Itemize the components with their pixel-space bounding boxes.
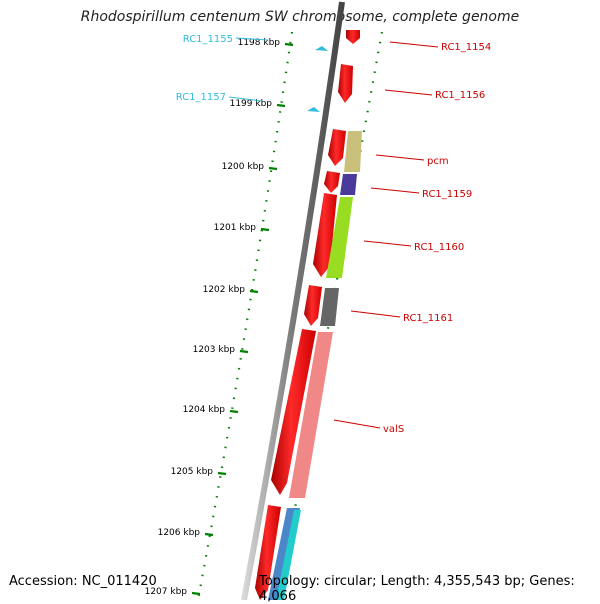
label-leader-line [333, 419, 381, 429]
reverse-gene-rc1-1155 [315, 46, 328, 51]
gene-label-rc1-1156: RC1_1156 [435, 90, 485, 101]
gene-label-rc1-1160: RC1_1160 [414, 242, 464, 253]
label-leader-line [375, 154, 425, 161]
ruler-label: 1203 kbp [193, 345, 236, 355]
cog-block [320, 288, 339, 326]
label-leader-line [235, 37, 269, 41]
gene-rc1-1154 [346, 30, 360, 44]
gene-rc1-1159 [324, 171, 340, 193]
label-leader-line [363, 240, 412, 247]
gene-downstream-1 [255, 505, 281, 600]
map-title: Rhodospirillum centenum SW chromosome, c… [80, 9, 520, 25]
ruler-label: 1202 kbp [203, 285, 246, 295]
ruler-tick [284, 42, 294, 47]
label-leader-line [384, 89, 433, 96]
ruler-label: 1207 kbp [145, 587, 188, 597]
genome-backbone [241, 1, 345, 600]
gene-rc1-1160 [313, 193, 337, 277]
label-leader-line [350, 310, 401, 318]
cog-block [289, 332, 333, 498]
ruler-label: 1201 kbp [214, 223, 257, 233]
cog-block [340, 174, 357, 195]
ruler-tick [229, 409, 239, 414]
ruler-tick [276, 103, 286, 108]
ruler-tick [249, 289, 259, 294]
accession-text: Accession: NC_011420 [9, 574, 157, 589]
gene-label-rc1-1157: RC1_1157 [176, 92, 226, 103]
ruler: 1198 kbp 1199 kbp 1200 kbp 1201 kbp 1202 kbp… [145, 38, 294, 597]
ruler-tick [268, 166, 278, 171]
label-leader-line [370, 187, 420, 194]
ruler-label: 1204 kbp [183, 405, 226, 415]
gene-label-pcm: pcm [427, 156, 449, 167]
gene-label-vals: valS [383, 424, 404, 435]
label-leader-line [228, 96, 263, 102]
ruler-label: 1205 kbp [171, 467, 214, 477]
ruler-label: 1206 kbp [158, 528, 201, 538]
ruler-tick [191, 591, 201, 596]
gene-rc1-1156 [338, 64, 353, 103]
gene-label-rc1-1154: RC1_1154 [441, 42, 491, 53]
gene-label-rc1-1161: RC1_1161 [403, 313, 453, 324]
cog-blocks [268, 131, 362, 600]
gene-rc1-1161 [304, 285, 322, 326]
ruler-dotted-ring [196, 31, 294, 600]
cog-block [276, 510, 301, 600]
ruler-tick [204, 532, 214, 537]
ruler-tick [217, 471, 227, 476]
reverse-gene-rc1-1157 [307, 107, 320, 112]
gene-label-rc1-1155: RC1_1155 [183, 34, 233, 45]
ruler-tick [260, 227, 270, 232]
gene-pcm [328, 129, 346, 166]
ruler-tick [239, 349, 249, 354]
ruler-label: 1198 kbp [238, 38, 281, 48]
gene-vals [271, 329, 316, 495]
gene-label-rc1-1159: RC1_1159 [422, 189, 472, 200]
cog-block [326, 197, 353, 278]
label-leader-line [389, 41, 439, 48]
ruler-label: 1200 kbp [222, 162, 265, 172]
cog-block [344, 131, 362, 172]
ruler-label: 1199 kbp [230, 99, 273, 109]
